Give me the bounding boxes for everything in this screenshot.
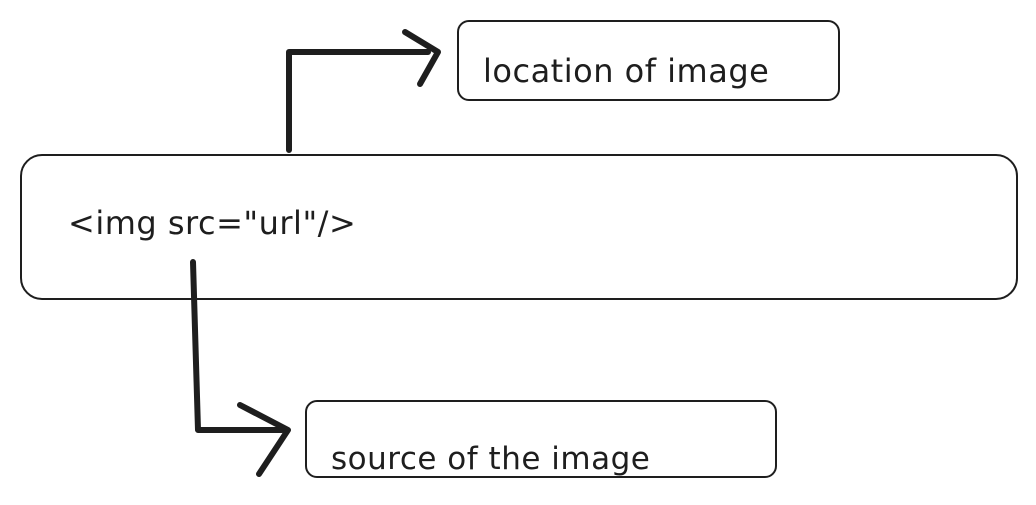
source-annotation-text: source of the image [331, 441, 651, 477]
top-connector-line [286, 49, 431, 153]
source-annotation-box [305, 400, 777, 478]
code-box [20, 154, 1018, 300]
bottom-arrow-head [237, 402, 291, 477]
code-snippet-text: <img src="url"/> [68, 204, 357, 242]
top-arrow-head [402, 29, 441, 87]
bottom-connector-line [190, 259, 285, 433]
location-annotation-text: location of image [483, 52, 770, 90]
location-annotation-box [457, 20, 840, 101]
